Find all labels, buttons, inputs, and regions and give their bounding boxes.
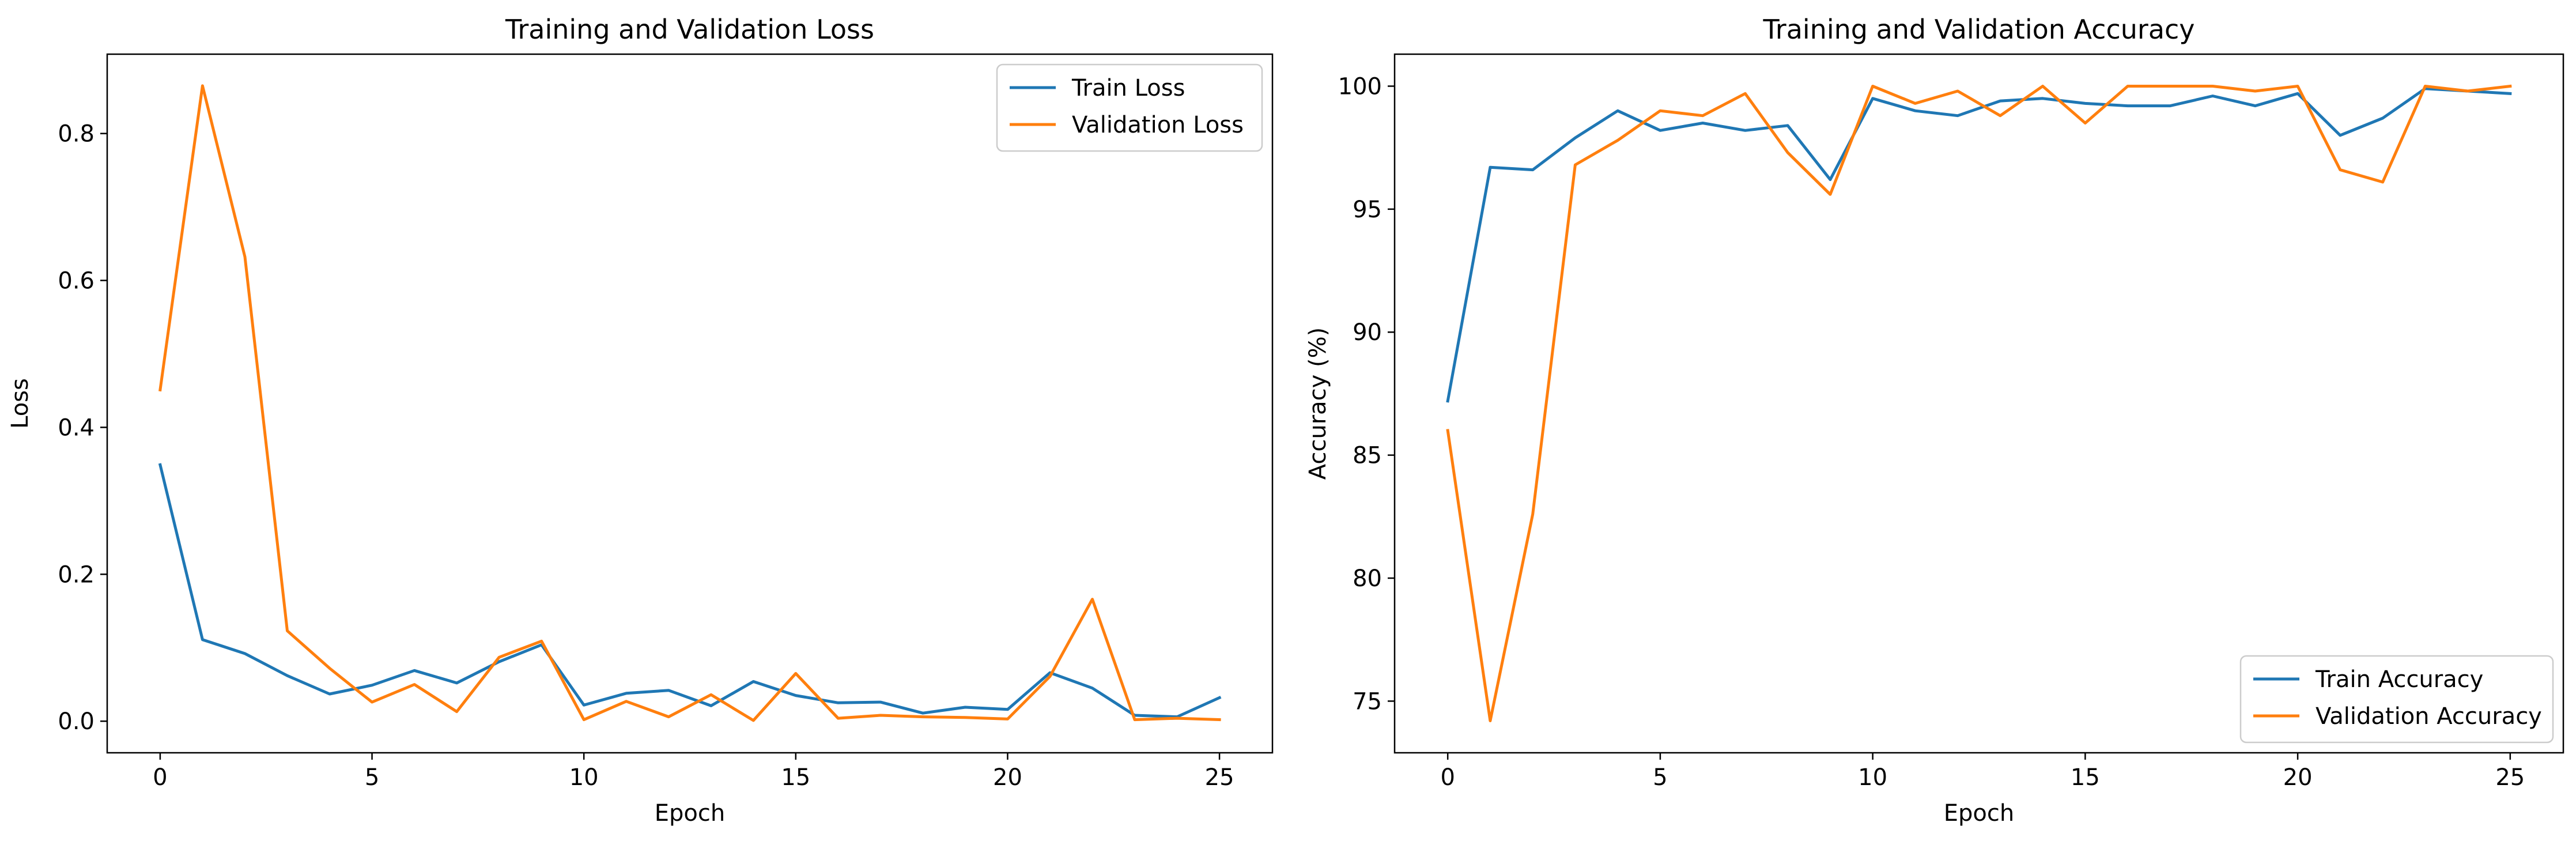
- y-tick-label: 95: [1353, 197, 1382, 223]
- y-tick-label: 85: [1353, 443, 1382, 469]
- y-tick-label: 0.4: [58, 414, 95, 441]
- y-tick-label: 0.2: [58, 561, 95, 588]
- y-tick-label: 90: [1353, 319, 1382, 346]
- legend-label: Validation Loss: [1072, 112, 1244, 138]
- accuracy-chart: 0 5 10 15 20 25 75 80 85 90 95 100 Training and Vali…: [1305, 14, 2564, 827]
- x-axis-label: Epoch: [655, 800, 725, 827]
- y-tick-label: 0.8: [58, 121, 95, 148]
- y-axis-label: Loss: [7, 378, 33, 429]
- x-tick-label: 25: [1205, 764, 1234, 791]
- x-tick-label: 10: [1858, 764, 1887, 791]
- x-tick-label: 25: [2495, 764, 2525, 791]
- x-tick-label: 20: [2283, 764, 2313, 791]
- chart-title: Training and Validation Accuracy: [1762, 14, 2194, 45]
- legend-box: [2239, 655, 2554, 744]
- x-tick-label: 15: [2071, 764, 2100, 791]
- y-tick-label: 0.0: [58, 708, 95, 735]
- legend: Train Accuracy Validation Accuracy: [2239, 655, 2554, 744]
- plot-frame: [106, 53, 1274, 754]
- series-line-validation-accuracy: [1446, 84, 2512, 722]
- y-tick-label: 75: [1353, 688, 1382, 715]
- loss-chart: 0 5 10 15 20 25 0.0 0.2 0.4 0.6 0.8 Training and Va…: [7, 14, 1274, 827]
- y-axis-label: Accuracy (%): [1305, 327, 1331, 480]
- legend-label: Validation Accuracy: [2316, 703, 2542, 730]
- x-tick-label: 0: [153, 764, 167, 791]
- plot-frame: [1393, 53, 2564, 754]
- x-axis-label: Epoch: [1944, 800, 2014, 827]
- series-line-validation-loss: [158, 84, 1221, 722]
- y-tick-label: 100: [1338, 73, 1382, 100]
- x-tick-label: 10: [569, 764, 599, 791]
- x-tick-label: 0: [1440, 764, 1455, 791]
- x-tick-label: 5: [1653, 764, 1667, 791]
- chart-title: Training and Validation Loss: [505, 14, 874, 45]
- series-line-train-loss: [158, 463, 1222, 719]
- y-tick-label: 0.6: [58, 268, 95, 295]
- legend-label: Train Loss: [1071, 75, 1185, 101]
- x-tick-label: 20: [993, 764, 1022, 791]
- x-tick-label: 5: [365, 764, 379, 791]
- legend: Train Loss Validation Loss: [996, 63, 1263, 152]
- series-line-train-accuracy: [1446, 87, 2512, 403]
- y-tick-label: 80: [1353, 565, 1382, 592]
- legend-label: Train Accuracy: [2315, 666, 2483, 693]
- x-tick-label: 15: [781, 764, 810, 791]
- legend-box: [996, 63, 1263, 152]
